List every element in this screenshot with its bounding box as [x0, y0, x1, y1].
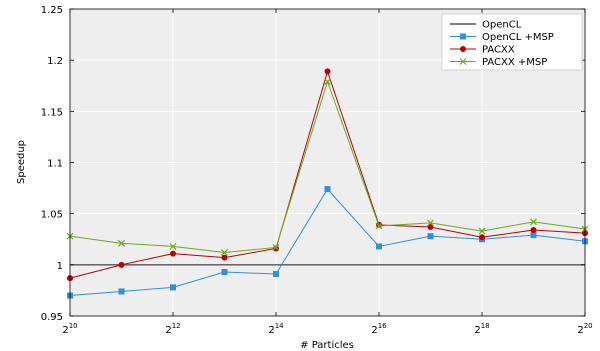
legend-entry: OpenCL	[450, 20, 522, 31]
data-point	[460, 33, 466, 40]
data-point	[169, 242, 177, 250]
data-point	[324, 78, 331, 86]
x-tick-label: 214	[268, 322, 284, 336]
data-point	[324, 186, 331, 193]
data-point	[427, 223, 434, 230]
data-point	[170, 250, 176, 257]
data-point	[170, 284, 176, 291]
x-tick-label: 220	[577, 322, 592, 336]
data-point	[118, 288, 125, 295]
data-point	[376, 243, 382, 250]
legend-label: PACXX	[482, 45, 515, 56]
y-tick-label: 1	[57, 261, 63, 272]
data-point	[460, 46, 466, 52]
x-tick-label: 216	[371, 322, 387, 336]
y-tick-label: 1.25	[41, 5, 63, 16]
legend-entry: PACXX	[450, 45, 515, 56]
data-point	[459, 58, 467, 65]
legend-label: OpenCL	[482, 20, 522, 31]
y-tick-label: 0.95	[41, 312, 63, 323]
data-point	[273, 271, 279, 278]
data-point	[530, 232, 537, 239]
data-point	[118, 261, 125, 268]
data-point	[530, 218, 537, 226]
data-point	[221, 254, 228, 261]
y-tick-label: 1.05	[41, 210, 63, 221]
series-pacxx-msp	[66, 78, 589, 256]
data-point	[272, 244, 280, 251]
data-point	[427, 233, 434, 240]
legend-entry: OpenCL +MSP	[450, 32, 554, 43]
x-tick-label: 210	[62, 322, 77, 336]
data-point	[118, 239, 125, 247]
axis-ticks: 0.95 1 1.05 1.1 1.15 1.2 1.25 210 212 214 216 218 22…	[41, 5, 593, 336]
data-point	[427, 219, 434, 227]
data-point	[478, 227, 486, 235]
legend-label: PACXX +MSP	[482, 57, 547, 68]
data-point	[273, 245, 279, 252]
legend-label: OpenCL +MSP	[482, 32, 554, 43]
y-tick-label: 1.15	[41, 107, 63, 118]
data-point	[530, 227, 537, 234]
data-point	[375, 222, 383, 230]
x-tick-label: 212	[165, 322, 180, 336]
y-axis-label: Speedup	[16, 140, 27, 184]
y-tick-label: 1.2	[47, 56, 63, 67]
data-point	[221, 268, 228, 275]
data-point	[479, 234, 485, 241]
data-point	[324, 68, 331, 75]
data-point	[221, 249, 228, 256]
legend-entry: PACXX +MSP	[450, 57, 547, 68]
y-tick-label: 1.1	[47, 159, 63, 170]
x-tick-label: 218	[474, 322, 489, 336]
x-axis-label: # Particles	[300, 340, 354, 351]
